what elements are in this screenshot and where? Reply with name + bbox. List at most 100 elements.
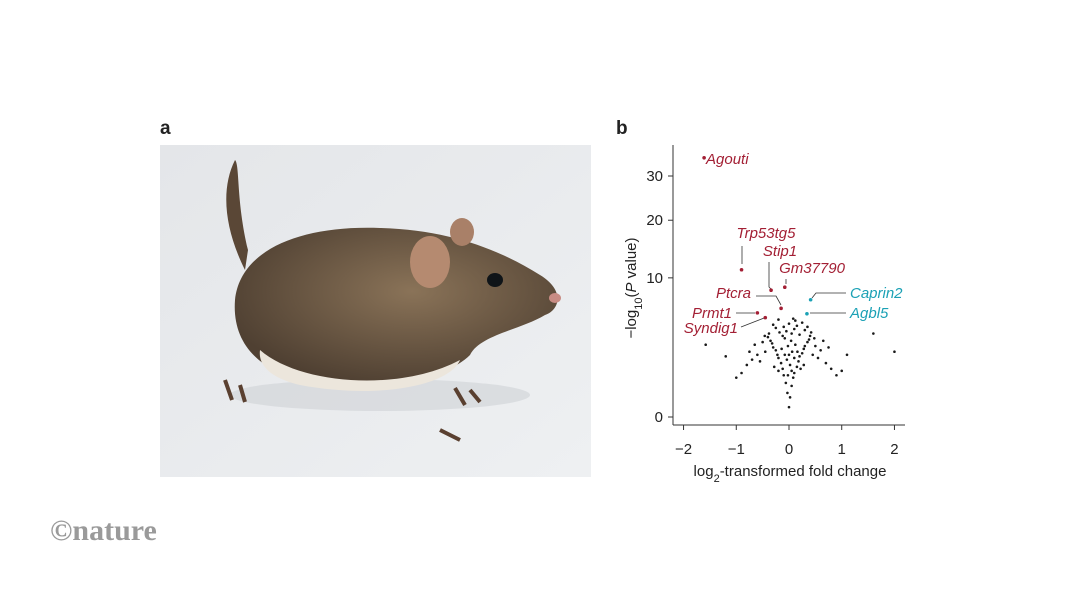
highlight-point <box>805 312 809 316</box>
point <box>807 338 811 341</box>
point <box>777 369 780 373</box>
point <box>756 353 759 357</box>
point <box>763 334 767 338</box>
point <box>813 336 816 340</box>
leader-line <box>756 295 782 306</box>
highlight-point <box>763 315 768 320</box>
x-tick-label: 1 <box>838 441 846 458</box>
point <box>790 350 794 354</box>
point <box>811 353 815 357</box>
point <box>806 340 809 344</box>
point <box>800 351 804 355</box>
point <box>803 328 807 332</box>
y-tick-label: 20 <box>646 212 663 229</box>
point <box>790 369 793 373</box>
gene-label: Caprin2 <box>850 285 903 302</box>
point <box>788 363 792 367</box>
point <box>809 331 813 334</box>
highlight-point <box>782 285 787 290</box>
point <box>785 329 788 333</box>
gene-label: Agbl5 <box>849 305 889 322</box>
gene-label: Agouti <box>705 151 749 168</box>
axis-label-part: ( <box>623 293 640 298</box>
point <box>794 319 797 322</box>
point <box>750 358 754 361</box>
leader-line <box>811 292 846 299</box>
highlight-point <box>769 288 773 293</box>
gene-label: Stip1 <box>763 243 797 260</box>
point <box>748 350 751 354</box>
point <box>777 318 780 321</box>
point <box>829 367 833 371</box>
point <box>792 371 796 375</box>
panel-label: b <box>616 118 628 139</box>
y-tick-label: 30 <box>646 168 663 185</box>
point <box>782 325 786 329</box>
point <box>753 343 757 347</box>
point <box>778 331 781 334</box>
point <box>791 376 795 379</box>
point <box>788 396 792 399</box>
point <box>763 350 767 354</box>
highlight-point <box>779 306 783 311</box>
point <box>893 350 896 354</box>
axis-label-part: P <box>623 282 640 292</box>
point <box>800 321 804 324</box>
leader-line <box>768 262 773 291</box>
point <box>786 391 789 395</box>
point <box>795 365 799 369</box>
point <box>766 335 770 339</box>
point <box>794 343 797 347</box>
point <box>761 340 764 344</box>
point <box>781 334 784 338</box>
axis-label: log2-transformed fold change <box>694 463 887 485</box>
point <box>790 384 793 388</box>
point <box>745 363 749 367</box>
axis-label-part: -transformed fold change <box>720 463 887 480</box>
point <box>840 369 844 373</box>
point <box>771 346 775 349</box>
y-tick-label: 10 <box>646 270 663 287</box>
point <box>802 363 806 367</box>
point <box>777 356 780 360</box>
highlight-point <box>739 267 744 272</box>
point <box>845 353 849 357</box>
axis-label-part: log <box>694 463 714 480</box>
point <box>704 343 707 347</box>
point <box>785 358 789 361</box>
axis-label-part: 2 <box>714 473 720 485</box>
point <box>734 376 738 379</box>
point <box>780 347 783 351</box>
point <box>786 344 790 348</box>
point <box>824 361 828 365</box>
point <box>835 373 838 377</box>
leader-line <box>740 317 765 328</box>
axis-label-part: 10 <box>633 298 645 310</box>
point <box>798 333 801 336</box>
point <box>776 353 779 357</box>
point <box>786 373 790 377</box>
point <box>774 326 778 330</box>
point <box>781 367 784 371</box>
point <box>806 325 809 329</box>
point <box>789 339 793 343</box>
watermark: ©nature <box>50 514 157 547</box>
point <box>724 355 728 358</box>
point <box>767 332 771 335</box>
x-tick-label: 2 <box>890 441 898 458</box>
point <box>782 373 786 377</box>
point <box>784 381 788 385</box>
point <box>792 356 796 360</box>
point <box>740 371 743 375</box>
point <box>808 334 812 338</box>
point <box>790 332 793 335</box>
gene-label: Trp53tg5 <box>737 225 797 242</box>
gene-label: Prmt1 <box>692 305 732 322</box>
point <box>769 339 772 343</box>
axis-label-part: value) <box>623 237 640 282</box>
axis-label-part: −log <box>623 310 640 339</box>
point <box>816 356 820 360</box>
point <box>771 323 775 327</box>
x-tick-label: −2 <box>675 441 692 458</box>
